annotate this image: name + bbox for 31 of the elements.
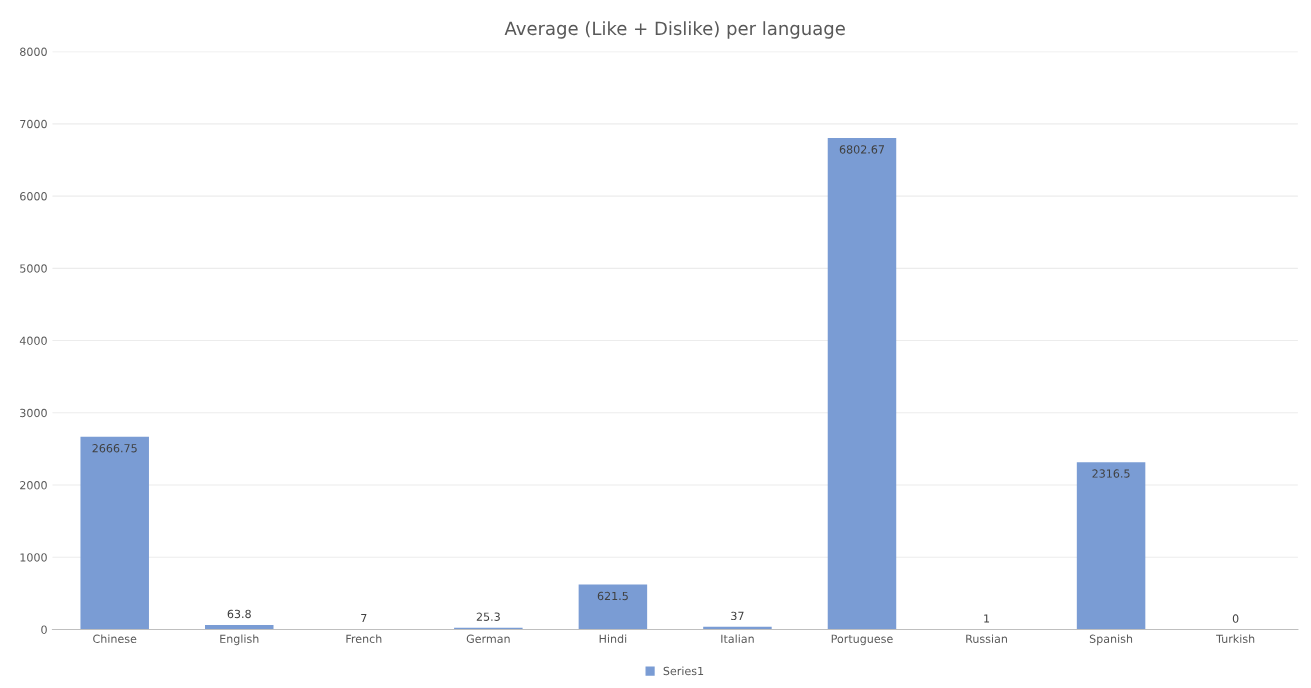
data-label: 1 (984, 614, 990, 623)
y-tick-label: 0 (41, 625, 47, 634)
y-tick-label: 2000 (20, 481, 47, 490)
data-label: 6802.67 (839, 145, 885, 154)
x-tick-label: Hindi (599, 634, 627, 643)
data-label: 25.3 (476, 612, 500, 621)
x-tick-label: Portuguese (831, 634, 893, 646)
data-label: 37 (731, 611, 744, 621)
y-tick-label: 7000 (20, 119, 47, 129)
data-label: 2666.75 (92, 444, 137, 453)
data-label: 0 (1232, 614, 1239, 623)
x-tick-label: Italian (721, 634, 754, 643)
data-label: 63.8 (227, 609, 251, 619)
y-tick-label: 3000 (20, 408, 47, 418)
legend-label: Series1 (663, 666, 704, 676)
x-tick-label: Turkish (1216, 634, 1255, 643)
y-tick-label: 5000 (20, 264, 47, 273)
data-label: 621.5 (597, 591, 628, 601)
x-tick-label: Russian (966, 634, 1007, 643)
chart-title: Average (Like + Dislike) per language (504, 21, 845, 39)
data-label: 7 (361, 613, 367, 623)
y-tick-label: 6000 (20, 192, 47, 201)
x-tick-label: Spanish (1089, 634, 1133, 646)
y-tick-label: 4000 (19, 336, 47, 345)
data-label: 2316.5 (1092, 469, 1130, 478)
y-tick-label: 8000 (20, 47, 47, 56)
x-tick-label: German (466, 634, 510, 643)
x-tick-label: French (346, 634, 382, 643)
y-tick-label: 1000 (20, 553, 47, 562)
x-tick-label: English (220, 634, 259, 646)
x-tick-label: Chinese (93, 634, 137, 643)
